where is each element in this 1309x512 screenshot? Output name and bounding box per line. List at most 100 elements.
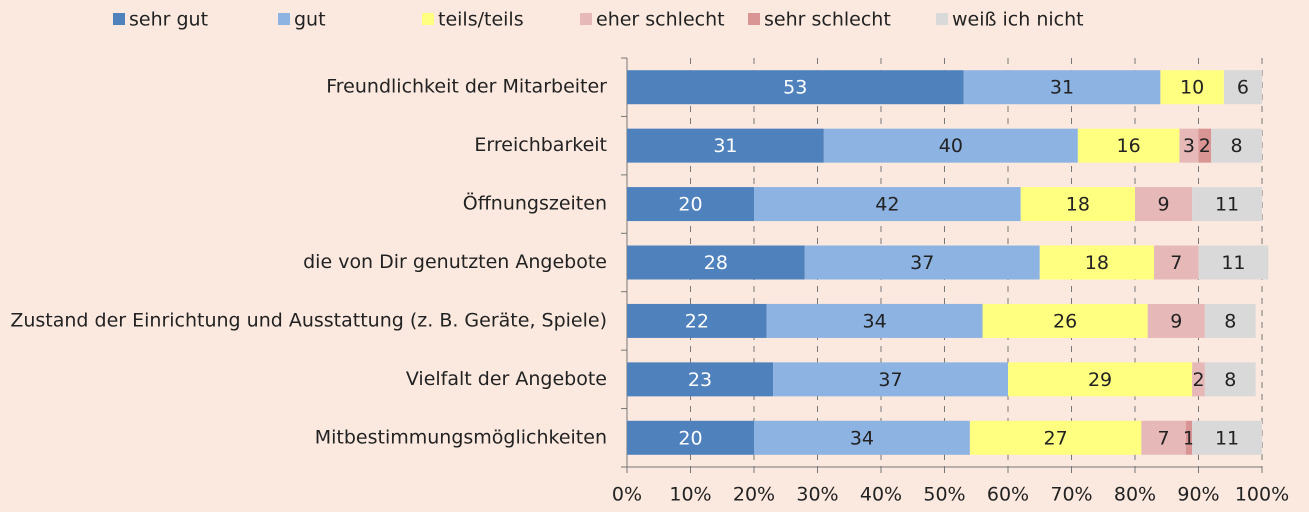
value-label: 10 — [1180, 77, 1204, 99]
legend-label: sehr schlecht — [764, 9, 891, 31]
value-label: 1 — [1183, 427, 1195, 449]
bar-segment — [1223, 70, 1262, 105]
x-tick-label: 80% — [1114, 484, 1156, 506]
value-label: 29 — [1088, 369, 1112, 391]
value-label: 31 — [713, 135, 737, 157]
bar-segment — [627, 187, 754, 222]
bar-segment — [1204, 362, 1256, 397]
value-label: 26 — [1053, 310, 1077, 332]
value-label: 23 — [688, 369, 712, 391]
y-tick-label: die von Dir genutzten Angebote — [303, 251, 607, 273]
value-label: 37 — [910, 252, 934, 274]
y-tick-label: Mitbestimmungsmöglichkeiten — [315, 426, 607, 448]
x-tick-label: 0% — [612, 484, 642, 506]
legend-swatch — [113, 13, 125, 25]
value-label: 11 — [1215, 427, 1239, 449]
x-tick-label: 60% — [987, 484, 1029, 506]
bar-segment — [773, 362, 1008, 397]
value-label: 37 — [878, 369, 902, 391]
bar-segment — [969, 420, 1142, 455]
legend-swatch — [422, 13, 434, 25]
bar-segment — [1008, 362, 1193, 397]
value-label: 53 — [783, 77, 807, 99]
x-tick-label: 30% — [796, 484, 838, 506]
bar-segment — [823, 128, 1078, 163]
bar-segment — [1185, 420, 1193, 455]
x-tick-label: 70% — [1050, 484, 1092, 506]
bar-segment — [1039, 245, 1155, 280]
x-tick-label: 20% — [733, 484, 775, 506]
legend-label: teils/teils — [438, 9, 524, 31]
bar-segment — [627, 128, 824, 163]
bar-segment — [754, 420, 970, 455]
legend-swatch — [580, 13, 592, 25]
bar-segment — [1204, 303, 1256, 338]
value-label: 18 — [1066, 194, 1090, 216]
value-label: 8 — [1224, 369, 1236, 391]
y-tick-label: Freundlichkeit der Mitarbeiter — [326, 76, 607, 98]
bar-segment — [1154, 245, 1199, 280]
y-tick-label: Vielfalt der Angebote — [406, 368, 607, 390]
bar-segment — [1198, 128, 1212, 163]
y-tick-label: Erreichbarkeit — [474, 134, 607, 156]
value-label: 7 — [1170, 252, 1182, 274]
value-label: 3 — [1183, 135, 1195, 157]
bar-segment — [1211, 128, 1262, 163]
value-label: 16 — [1117, 135, 1141, 157]
bar-segment — [982, 303, 1148, 338]
legend-swatch — [278, 13, 290, 25]
value-label: 27 — [1044, 427, 1068, 449]
bar-segment — [627, 303, 767, 338]
legend-label: eher schlecht — [596, 9, 725, 31]
bar-segment — [1147, 303, 1205, 338]
x-tick-label: 50% — [923, 484, 965, 506]
legend-label: weiß ich nicht — [952, 9, 1084, 31]
value-label: 9 — [1158, 194, 1170, 216]
bar-segment — [1198, 245, 1269, 280]
value-label: 7 — [1158, 427, 1170, 449]
bar-segment — [1192, 362, 1205, 397]
bar-segment — [1135, 187, 1193, 222]
bar-segment — [766, 303, 983, 338]
x-tick-label: 10% — [669, 484, 711, 506]
bar-segment — [627, 362, 774, 397]
value-label: 11 — [1221, 252, 1245, 274]
bar-segment — [1141, 420, 1186, 455]
x-tick-label: 100% — [1235, 484, 1289, 506]
value-label: 22 — [685, 310, 709, 332]
value-label: 2 — [1192, 369, 1204, 391]
legend-label: gut — [294, 9, 326, 31]
value-label: 2 — [1199, 135, 1211, 157]
legend-swatch — [748, 13, 760, 25]
bar-segment — [1077, 128, 1180, 163]
legend-label: sehr gut — [129, 9, 208, 31]
x-tick-label: 90% — [1177, 484, 1219, 506]
value-label: 42 — [875, 194, 899, 216]
y-tick-label: Öffnungszeiten — [463, 192, 607, 215]
value-label: 9 — [1170, 310, 1182, 332]
bar-segment — [1020, 187, 1135, 222]
bar-segment — [1179, 128, 1199, 163]
bar-segment — [1192, 420, 1262, 455]
value-label: 20 — [678, 427, 702, 449]
bar-segment — [1192, 187, 1262, 222]
value-label: 8 — [1224, 310, 1236, 332]
legend-swatch — [936, 13, 948, 25]
y-tick-label: Zustand der Einrichtung und Ausstattung … — [10, 309, 607, 331]
value-label: 31 — [1050, 77, 1074, 99]
value-label: 34 — [863, 310, 887, 332]
bar-segment — [963, 70, 1161, 105]
value-label: 8 — [1231, 135, 1243, 157]
value-label: 11 — [1215, 194, 1239, 216]
bar-segment — [754, 187, 1021, 222]
value-label: 6 — [1237, 77, 1249, 99]
bar-segment — [627, 245, 805, 280]
bar-segment — [627, 70, 964, 105]
x-tick-label: 40% — [860, 484, 902, 506]
value-label: 28 — [704, 252, 728, 274]
bar-segment — [627, 420, 754, 455]
bar-segment — [1160, 70, 1224, 105]
value-label: 18 — [1085, 252, 1109, 274]
value-label: 34 — [850, 427, 874, 449]
